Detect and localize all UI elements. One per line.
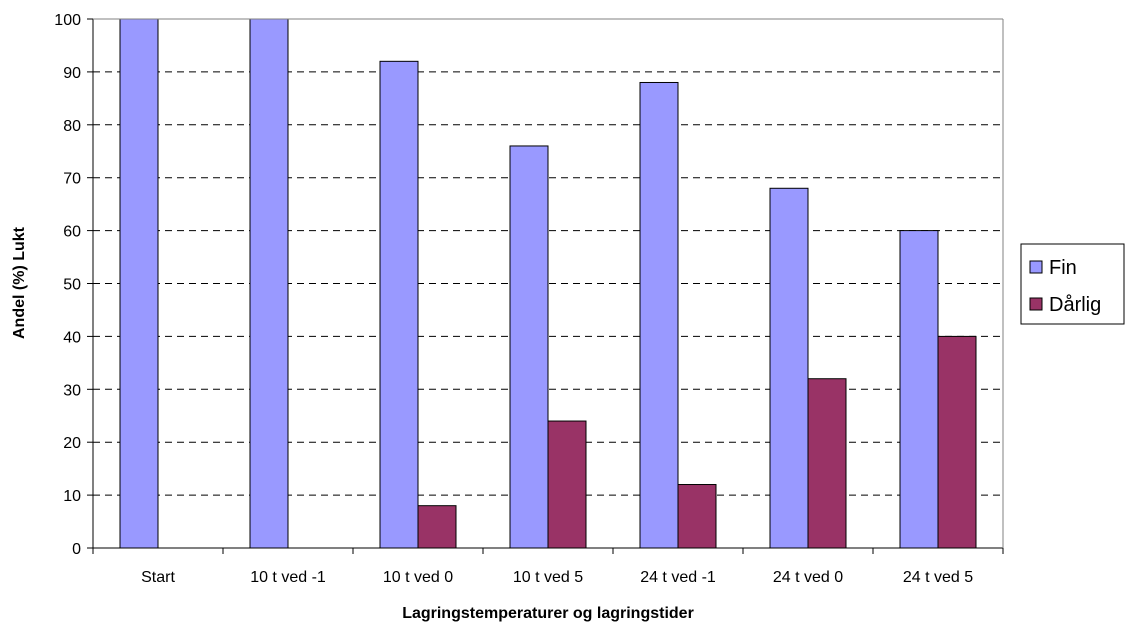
legend: Fin Dårlig [1020,243,1125,325]
bar-fin [639,81,679,549]
bar-darlig [677,484,717,549]
y-tick-label: 60 [63,224,81,241]
legend-label-fin: Fin [1049,257,1077,279]
legend-swatch-darlig [1029,297,1043,311]
x-tick-label: Start [141,569,175,586]
bar-darlig [547,420,587,549]
x-tick-label: 10 t ved -1 [250,569,326,586]
x-axis-title: Lagringstemperaturer og lagringstider [402,605,694,622]
y-tick-labels: 0 10 20 30 40 50 60 70 80 90 100 [54,12,81,558]
y-tick-label: 50 [63,277,81,294]
bars [119,18,977,549]
y-tick-label: 70 [63,171,81,188]
x-tick-label: 24 t ved 0 [773,569,843,586]
bar-fin [379,60,419,549]
x-tick-labels: Start 10 t ved -1 10 t ved 0 10 t ved 5 24 t… [141,569,973,586]
bar-fin [899,230,939,549]
legend-label-darlig: Dårlig [1049,294,1101,316]
x-tick-label: 10 t ved 0 [383,569,453,586]
bar-darlig [417,505,457,549]
x-tick-label: 24 t ved -1 [640,569,716,586]
legend-swatch-fin [1029,260,1043,274]
axes [87,18,1004,554]
y-tick-label: 90 [63,65,81,82]
bar-fin [119,18,159,549]
y-tick-label: 80 [63,118,81,135]
y-tick-label: 0 [72,541,81,558]
y-tick-label: 30 [63,382,81,399]
bar-fin [249,18,289,549]
bar-darlig [937,335,977,549]
y-tick-label: 10 [63,488,81,505]
y-tick-label: 20 [63,435,81,452]
y-axis-title: Andel (%) Lukt [11,226,28,339]
y-tick-label: 100 [54,12,81,29]
x-tick-label: 10 t ved 5 [513,569,583,586]
bar-fin [509,145,549,549]
x-tick-label: 24 t ved 5 [903,569,973,586]
y-tick-label: 40 [63,329,81,346]
bar-darlig [807,378,847,549]
legend-frame [1020,243,1125,325]
bar-fin [769,187,809,549]
